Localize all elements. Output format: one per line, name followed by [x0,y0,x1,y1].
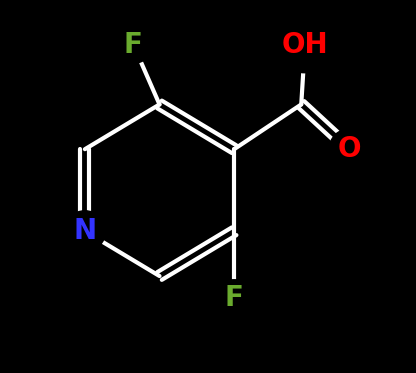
Circle shape [64,211,105,252]
Text: OH: OH [282,31,328,59]
Circle shape [277,17,333,73]
Text: F: F [225,284,243,313]
Text: O: O [338,135,362,163]
Circle shape [215,280,253,317]
Text: F: F [124,31,143,59]
Circle shape [115,26,152,63]
Text: N: N [73,217,97,245]
Circle shape [329,129,370,170]
